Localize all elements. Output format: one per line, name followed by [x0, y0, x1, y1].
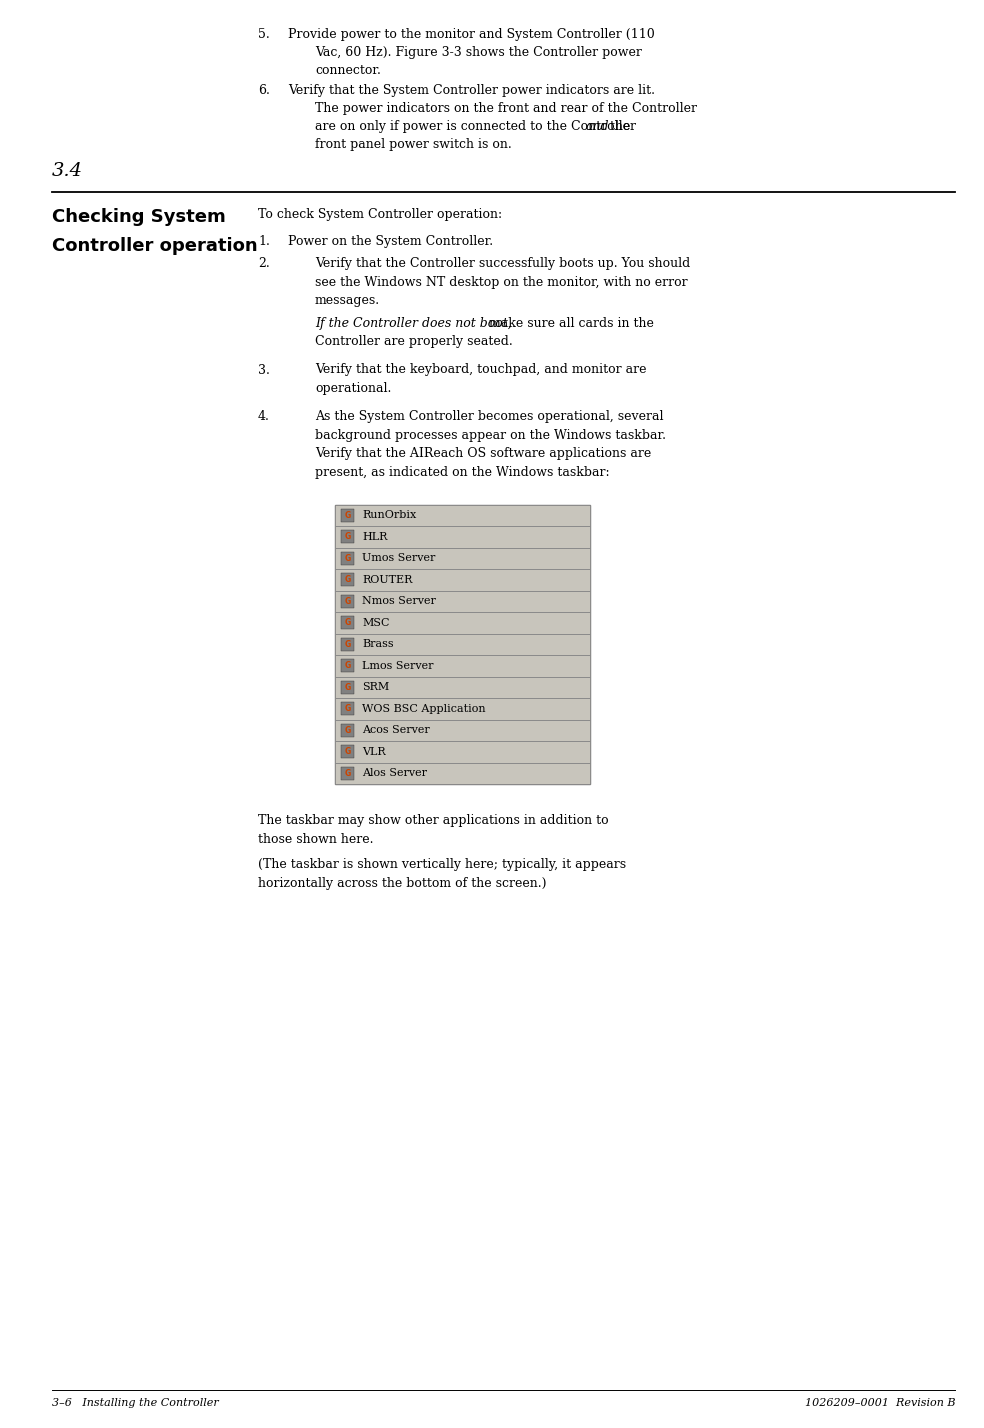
- Text: Umos Server: Umos Server: [362, 553, 435, 563]
- Text: are on only if power is connected to the Controller: are on only if power is connected to the…: [315, 120, 640, 133]
- Text: Verify that the Controller successfully boots up. You should: Verify that the Controller successfully …: [315, 257, 690, 270]
- Text: G: G: [344, 747, 350, 757]
- Bar: [335, 504, 590, 784]
- Text: connector.: connector.: [315, 64, 381, 77]
- Text: 4.: 4.: [258, 410, 270, 424]
- Text: G: G: [344, 704, 350, 713]
- Text: MSC: MSC: [362, 618, 390, 628]
- Bar: [335, 741, 590, 763]
- Text: present, as indicated on the Windows taskbar:: present, as indicated on the Windows tas…: [315, 466, 610, 478]
- Bar: [341, 681, 354, 694]
- Text: 2.: 2.: [258, 257, 270, 270]
- Bar: [341, 551, 354, 564]
- Bar: [335, 720, 590, 741]
- Text: Power on the System Controller.: Power on the System Controller.: [288, 236, 493, 248]
- Text: 3.: 3.: [258, 364, 270, 377]
- Text: 3–6   Installing the Controller: 3–6 Installing the Controller: [52, 1398, 218, 1408]
- Text: see the Windows NT desktop on the monitor, with no error: see the Windows NT desktop on the monito…: [315, 276, 688, 288]
- Text: front panel power switch is on.: front panel power switch is on.: [315, 139, 512, 151]
- Text: Vac, 60 Hz). Figure 3-3 shows the Controller power: Vac, 60 Hz). Figure 3-3 shows the Contro…: [315, 46, 642, 59]
- Text: the: the: [606, 120, 631, 133]
- Text: Controller are properly seated.: Controller are properly seated.: [315, 336, 513, 348]
- Bar: [335, 526, 590, 547]
- Text: As the System Controller becomes operational, several: As the System Controller becomes operati…: [315, 410, 663, 424]
- Bar: [341, 724, 354, 737]
- Text: 5.: 5.: [258, 29, 270, 41]
- Text: 1026209–0001  Revision B: 1026209–0001 Revision B: [805, 1398, 955, 1408]
- Text: G: G: [344, 725, 350, 735]
- Bar: [341, 638, 354, 651]
- Text: operational.: operational.: [315, 383, 392, 396]
- Text: horizontally across the bottom of the screen.): horizontally across the bottom of the sc…: [258, 877, 546, 890]
- Text: messages.: messages.: [315, 294, 380, 307]
- Bar: [341, 508, 354, 521]
- Text: those shown here.: those shown here.: [258, 833, 374, 845]
- Text: RunOrbix: RunOrbix: [362, 510, 416, 520]
- Bar: [341, 617, 354, 630]
- Text: Controller operation: Controller operation: [52, 237, 258, 256]
- Text: WOS BSC Application: WOS BSC Application: [362, 704, 486, 714]
- Bar: [335, 547, 590, 568]
- Text: G: G: [344, 511, 350, 520]
- Text: 3.4: 3.4: [52, 161, 83, 180]
- Bar: [335, 655, 590, 677]
- Text: SRM: SRM: [362, 683, 390, 693]
- Bar: [341, 745, 354, 758]
- Text: background processes appear on the Windows taskbar.: background processes appear on the Windo…: [315, 428, 666, 443]
- Bar: [335, 634, 590, 655]
- Bar: [341, 530, 354, 543]
- Text: ROUTER: ROUTER: [362, 574, 412, 584]
- Text: Verify that the AIReach OS software applications are: Verify that the AIReach OS software appl…: [315, 447, 651, 460]
- Bar: [335, 763, 590, 784]
- Text: The power indicators on the front and rear of the Controller: The power indicators on the front and re…: [315, 101, 697, 116]
- Text: make sure all cards in the: make sure all cards in the: [484, 317, 653, 330]
- Text: G: G: [344, 661, 350, 670]
- Text: (The taskbar is shown vertically here; typically, it appears: (The taskbar is shown vertically here; t…: [258, 858, 626, 871]
- Bar: [341, 573, 354, 587]
- Bar: [335, 568, 590, 591]
- Text: Lmos Server: Lmos Server: [362, 661, 434, 671]
- Text: The taskbar may show other applications in addition to: The taskbar may show other applications …: [258, 814, 609, 827]
- Bar: [335, 591, 590, 613]
- Text: VLR: VLR: [362, 747, 386, 757]
- Text: G: G: [344, 640, 350, 648]
- Bar: [335, 504, 590, 526]
- Bar: [335, 677, 590, 698]
- Text: G: G: [344, 597, 350, 605]
- Text: G: G: [344, 683, 350, 691]
- Bar: [341, 660, 354, 673]
- Text: HLR: HLR: [362, 531, 388, 541]
- Text: Alos Server: Alos Server: [362, 768, 427, 778]
- Bar: [341, 594, 354, 608]
- Bar: [335, 698, 590, 720]
- Text: 1.: 1.: [258, 236, 270, 248]
- Text: Acos Server: Acos Server: [362, 725, 430, 735]
- Text: Provide power to the monitor and System Controller (110: Provide power to the monitor and System …: [288, 29, 654, 41]
- Text: Verify that the System Controller power indicators are lit.: Verify that the System Controller power …: [288, 84, 655, 97]
- Text: Brass: Brass: [362, 640, 394, 650]
- Text: Verify that the keyboard, touchpad, and monitor are: Verify that the keyboard, touchpad, and …: [315, 364, 646, 377]
- Text: 6.: 6.: [258, 84, 270, 97]
- Text: G: G: [344, 554, 350, 563]
- Bar: [341, 703, 354, 715]
- Text: Nmos Server: Nmos Server: [362, 597, 436, 607]
- Bar: [335, 613, 590, 634]
- Text: G: G: [344, 533, 350, 541]
- Text: G: G: [344, 575, 350, 584]
- Text: and: and: [585, 120, 609, 133]
- Bar: [341, 767, 354, 780]
- Text: To check System Controller operation:: To check System Controller operation:: [258, 208, 502, 221]
- Text: If the Controller does not boot,: If the Controller does not boot,: [315, 317, 512, 330]
- Text: G: G: [344, 618, 350, 627]
- Text: G: G: [344, 768, 350, 778]
- Text: Checking System: Checking System: [52, 208, 225, 226]
